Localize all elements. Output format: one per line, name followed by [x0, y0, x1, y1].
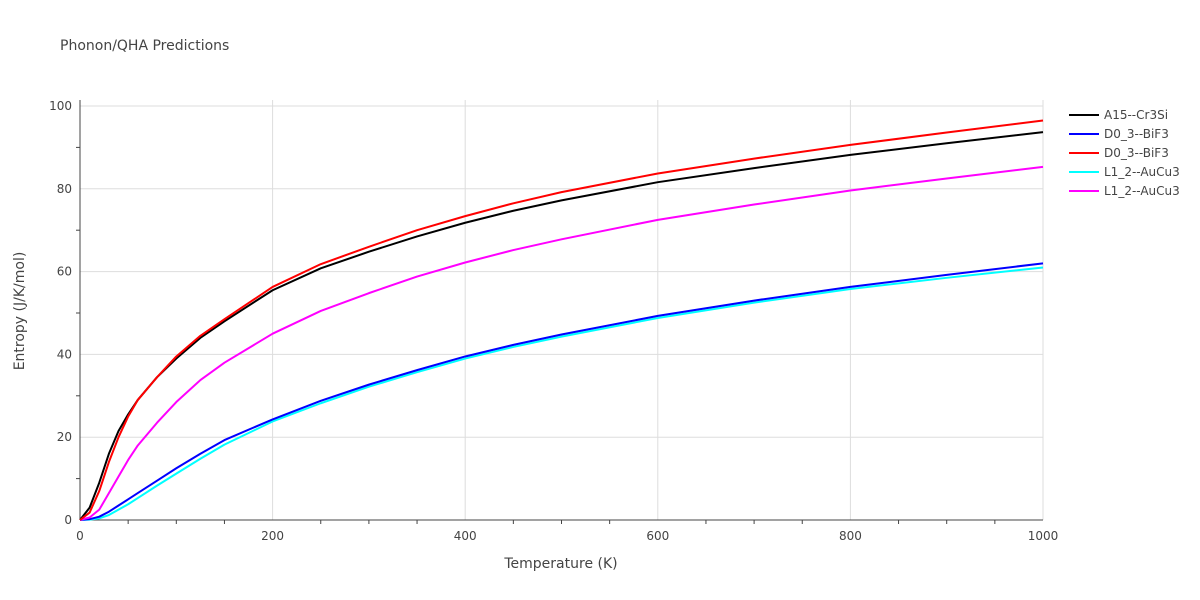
- x-tick-label: 800: [839, 529, 862, 543]
- x-tick-label: 400: [454, 529, 477, 543]
- series-layer: [79, 119, 1044, 521]
- legend-item[interactable]: A15--Cr3Si: [1069, 108, 1168, 122]
- y-tick-label: 60: [57, 265, 72, 279]
- series-line-3: [79, 266, 1044, 521]
- legend-label: D0_3--BiF3: [1104, 127, 1169, 141]
- x-axis-label: Temperature (K): [503, 556, 617, 572]
- series-line-0: [79, 131, 1044, 521]
- legend-label: L1_2--AuCu3: [1104, 184, 1180, 198]
- y-tick-label: 20: [57, 430, 72, 444]
- y-tick-label: 100: [49, 99, 72, 113]
- y-tick-label: 80: [57, 182, 72, 196]
- x-tick-label: 1000: [1028, 529, 1059, 543]
- legend-item[interactable]: L1_2--AuCu3: [1069, 165, 1180, 179]
- axis-layer: 0 200 400 600 800 1000 0 20 40 60 80 100: [49, 99, 1058, 543]
- x-tick-label: 0: [76, 529, 84, 543]
- y-tick-label: 0: [64, 513, 72, 527]
- legend-label: D0_3--BiF3: [1104, 146, 1169, 160]
- legend-item[interactable]: L1_2--AuCu3: [1069, 184, 1180, 198]
- y-tick-label: 40: [57, 347, 72, 361]
- x-tick-label: 200: [261, 529, 284, 543]
- series-line-2: [79, 119, 1044, 521]
- legend-item[interactable]: D0_3--BiF3: [1069, 146, 1169, 160]
- x-tick-label: 600: [646, 529, 669, 543]
- series-line-4: [79, 165, 1044, 521]
- grid-layer: [80, 100, 1044, 520]
- y-axis-label: Entropy (J/K/mol): [12, 252, 28, 371]
- legend-item[interactable]: D0_3--BiF3: [1069, 127, 1169, 141]
- legend[interactable]: A15--Cr3Si D0_3--BiF3 D0_3--BiF3 L1_2--AuCu…: [1069, 108, 1180, 198]
- legend-label: A15--Cr3Si: [1104, 108, 1168, 122]
- legend-label: L1_2--AuCu3: [1104, 165, 1180, 179]
- chart-title: Phonon/QHA Predictions: [60, 38, 229, 54]
- series-line-1: [79, 262, 1044, 521]
